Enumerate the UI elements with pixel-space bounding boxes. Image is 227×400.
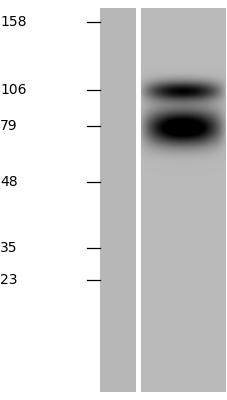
Text: 106: 106 bbox=[0, 83, 26, 97]
Text: 79: 79 bbox=[0, 119, 17, 133]
Text: 48: 48 bbox=[0, 175, 17, 189]
Text: 35: 35 bbox=[0, 241, 17, 255]
Text: 23: 23 bbox=[0, 273, 17, 287]
Text: 158: 158 bbox=[0, 15, 26, 29]
